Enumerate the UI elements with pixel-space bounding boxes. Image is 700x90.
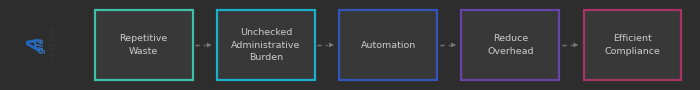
Bar xyxy=(584,10,682,80)
Bar xyxy=(340,10,437,80)
Bar xyxy=(217,10,315,80)
Text: mbition: mbition xyxy=(48,25,57,65)
Text: gile: gile xyxy=(36,37,46,53)
Text: A: A xyxy=(27,38,46,52)
Bar xyxy=(461,10,559,80)
Text: Reduce
Overhead: Reduce Overhead xyxy=(487,34,533,56)
Text: Automation: Automation xyxy=(360,40,416,50)
Text: Unchecked
Administrative
Burden: Unchecked Administrative Burden xyxy=(231,28,300,62)
Bar xyxy=(94,10,192,80)
Text: Efficient
Compliance: Efficient Compliance xyxy=(605,34,661,56)
Text: Repetitive
Waste: Repetitive Waste xyxy=(120,34,168,56)
